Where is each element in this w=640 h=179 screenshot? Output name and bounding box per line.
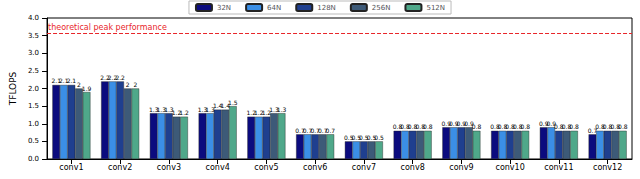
- svg-text:1.3: 1.3: [205, 105, 215, 113]
- svg-text:2.1: 2.1: [59, 77, 69, 85]
- svg-text:0.8: 0.8: [400, 123, 410, 131]
- svg-text:0.8: 0.8: [610, 123, 620, 131]
- svg-text:0.8: 0.8: [561, 123, 572, 131]
- svg-text:conv5: conv5: [254, 163, 278, 172]
- svg-text:conv4: conv4: [206, 163, 230, 172]
- svg-text:0.5: 0.5: [343, 133, 354, 141]
- svg-text:32N: 32N: [217, 4, 231, 12]
- svg-text:0.8: 0.8: [415, 123, 425, 131]
- svg-text:0.0: 0.0: [28, 155, 39, 163]
- svg-text:2.2: 2.2: [100, 73, 110, 81]
- svg-text:0.5: 0.5: [359, 133, 369, 141]
- svg-text:2.1: 2.1: [67, 77, 77, 84]
- svg-text:0.8: 0.8: [490, 123, 500, 131]
- svg-text:0.7: 0.7: [295, 126, 305, 134]
- svg-text:conv8: conv8: [401, 163, 425, 172]
- svg-text:1.3: 1.3: [269, 105, 279, 113]
- svg-text:2.0: 2.0: [28, 85, 39, 93]
- svg-text:64N: 64N: [267, 4, 281, 12]
- svg-text:0.9: 0.9: [456, 119, 467, 127]
- svg-text:0.5: 0.5: [28, 137, 39, 145]
- svg-text:1.5: 1.5: [28, 102, 39, 110]
- svg-text:TFLOPS: TFLOPS: [8, 71, 18, 106]
- svg-text:1.4: 1.4: [212, 102, 223, 110]
- svg-text:0.7: 0.7: [587, 126, 598, 134]
- svg-text:2.5: 2.5: [28, 67, 39, 75]
- svg-text:1.2: 1.2: [179, 109, 189, 116]
- svg-text:0.9: 0.9: [449, 119, 459, 127]
- svg-text:3.5: 3.5: [28, 32, 39, 40]
- svg-text:conv6: conv6: [303, 163, 327, 172]
- svg-text:0.5: 0.5: [366, 133, 377, 141]
- svg-text:0.5: 0.5: [374, 134, 384, 141]
- svg-text:0.8: 0.8: [554, 123, 564, 131]
- svg-text:conv11: conv11: [544, 163, 573, 172]
- svg-text:1.3: 1.3: [197, 105, 208, 113]
- svg-text:conv9: conv9: [449, 163, 473, 172]
- svg-text:theoretical peak performance: theoretical peak performance: [48, 23, 167, 32]
- svg-text:1.2: 1.2: [171, 109, 182, 117]
- svg-text:0.8: 0.8: [392, 123, 403, 131]
- svg-text:0.5: 0.5: [351, 133, 362, 141]
- svg-text:0.9: 0.9: [464, 119, 474, 127]
- svg-text:conv1: conv1: [59, 163, 83, 172]
- svg-text:512N: 512N: [426, 4, 445, 12]
- svg-text:2.1: 2.1: [51, 77, 61, 85]
- svg-text:1.4: 1.4: [220, 102, 230, 110]
- svg-text:0.8: 0.8: [513, 123, 523, 131]
- svg-text:0.8: 0.8: [423, 123, 433, 130]
- svg-text:0.9: 0.9: [546, 119, 556, 127]
- svg-text:0.8: 0.8: [569, 123, 579, 130]
- svg-text:1.2: 1.2: [246, 109, 256, 117]
- svg-text:1.3: 1.3: [277, 106, 287, 113]
- svg-text:256N: 256N: [372, 4, 391, 12]
- svg-text:2.2: 2.2: [115, 74, 125, 81]
- svg-text:0.8: 0.8: [497, 123, 508, 131]
- svg-text:3.0: 3.0: [28, 49, 39, 57]
- svg-text:0.8: 0.8: [618, 123, 628, 130]
- svg-text:0.9: 0.9: [538, 119, 549, 127]
- svg-text:1.3: 1.3: [164, 105, 174, 113]
- svg-text:0.7: 0.7: [318, 126, 328, 134]
- svg-text:1.5: 1.5: [228, 99, 238, 106]
- svg-text:0.8: 0.8: [472, 123, 482, 130]
- svg-text:0.8: 0.8: [407, 123, 418, 131]
- svg-text:conv2: conv2: [108, 163, 132, 172]
- svg-text:1.3: 1.3: [148, 105, 159, 113]
- svg-text:2.2: 2.2: [107, 73, 118, 81]
- svg-text:1.2: 1.2: [261, 109, 272, 117]
- svg-text:conv7: conv7: [352, 163, 376, 172]
- svg-text:0.8: 0.8: [595, 123, 605, 131]
- svg-text:2: 2: [126, 81, 130, 88]
- svg-text:2: 2: [133, 81, 137, 88]
- svg-text:0.9: 0.9: [441, 119, 451, 127]
- svg-text:1.9: 1.9: [82, 85, 92, 92]
- svg-text:4.0: 4.0: [28, 14, 39, 22]
- svg-text:0.7: 0.7: [326, 127, 336, 134]
- svg-text:1.2: 1.2: [254, 109, 264, 117]
- svg-text:1.0: 1.0: [28, 120, 39, 128]
- svg-text:1.3: 1.3: [156, 105, 167, 113]
- svg-text:0.8: 0.8: [505, 123, 515, 131]
- svg-text:0.7: 0.7: [302, 126, 313, 134]
- svg-text:2: 2: [77, 81, 81, 88]
- svg-text:0.8: 0.8: [521, 123, 531, 130]
- svg-text:128N: 128N: [317, 4, 336, 12]
- svg-text:conv10: conv10: [495, 163, 524, 172]
- svg-text:0.8: 0.8: [602, 123, 613, 131]
- svg-text:conv3: conv3: [157, 163, 181, 172]
- svg-text:conv12: conv12: [593, 163, 622, 172]
- svg-text:0.7: 0.7: [310, 126, 320, 134]
